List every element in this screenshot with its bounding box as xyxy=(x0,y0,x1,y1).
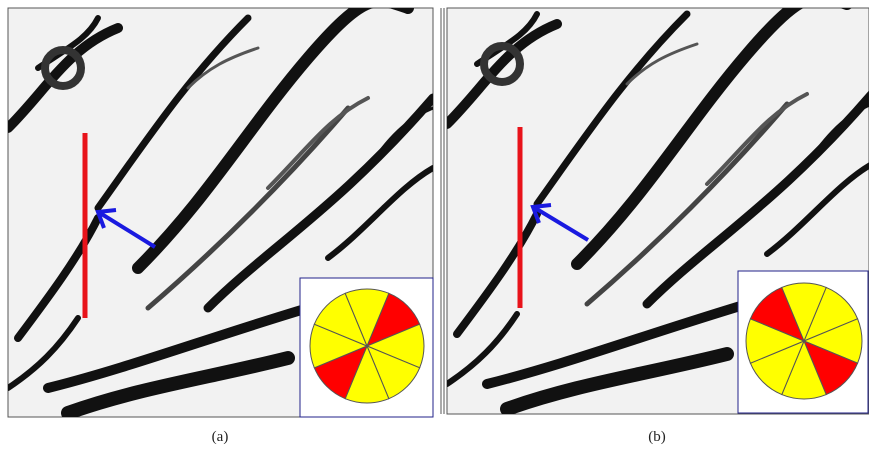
panel-b: (b) xyxy=(447,0,869,445)
panel-a: (a) xyxy=(8,1,433,445)
caption: (a) xyxy=(212,429,229,445)
inset-wheel xyxy=(746,283,862,399)
inset-wheel xyxy=(310,289,424,403)
caption: (b) xyxy=(648,429,666,445)
figure: (a) (b) xyxy=(0,0,869,458)
